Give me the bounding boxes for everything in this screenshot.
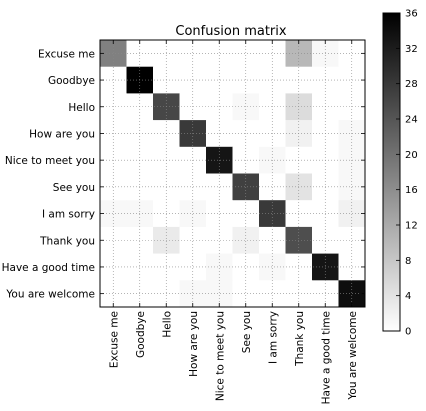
colorbar <box>382 12 401 332</box>
x-tick-labels: Excuse me Goodbye Hello How are you Nice to … <box>108 311 359 404</box>
heatmap-cell <box>179 226 207 254</box>
y-tick-label: You are welcome <box>5 289 95 301</box>
heatmap-cell <box>206 200 233 228</box>
grid-lines <box>100 40 365 307</box>
heatmap-cell <box>179 200 207 228</box>
colorbar-tick-label: 20 <box>405 150 418 161</box>
x-tick-label: Have a good time <box>320 311 332 404</box>
heatmap-cell <box>206 280 233 308</box>
x-tick-label: You are welcome <box>347 311 359 401</box>
x-tick-label: How are you <box>188 311 200 377</box>
heatmap-cell <box>179 280 207 308</box>
heatmap-cell <box>100 40 127 67</box>
plot-frame <box>99 39 366 308</box>
y-tick-label: Hello <box>68 102 95 114</box>
heatmap-cell <box>338 226 366 254</box>
x-tick-label: I am sorry <box>267 311 279 364</box>
heatmap-cell <box>232 253 260 281</box>
colorbar-ticks: 0 4 8 12 16 20 24 28 32 36 <box>396 9 418 338</box>
heatmap-cell <box>179 40 207 67</box>
heatmap-cell <box>338 280 366 308</box>
heatmap-cell <box>100 200 127 228</box>
y-tick-label: Thank you <box>39 235 95 247</box>
colorbar-tick-label: 24 <box>405 115 418 126</box>
heatmap-cell <box>232 280 260 308</box>
colorbar-tick-label: 4 <box>405 291 411 302</box>
y-tick-label: Goodbye <box>48 75 95 87</box>
x-tick-label: Hello <box>161 311 173 338</box>
heatmap-cell <box>338 253 366 281</box>
heatmap-cell <box>232 66 260 94</box>
heatmap-cell <box>206 226 233 254</box>
x-tick-label: Excuse me <box>108 311 120 368</box>
chart-title: Confusion matrix <box>175 24 286 39</box>
heatmap-cell <box>338 40 366 67</box>
colorbar-tick-label: 0 <box>405 327 411 338</box>
heatmap-cell <box>206 66 233 94</box>
y-tick-label: How are you <box>29 128 95 140</box>
heatmap-cell <box>100 66 127 94</box>
y-tick-label: See you <box>53 182 95 194</box>
y-tick-label: Excuse me <box>38 48 95 60</box>
heatmap-cell <box>259 253 286 281</box>
heatmap-cell <box>259 66 286 94</box>
heatmap-cell <box>338 66 366 94</box>
axis-ticks <box>100 40 365 307</box>
colorbar-tick-label: 28 <box>405 79 418 90</box>
y-tick-labels: Excuse me Goodbye Hello How are you Nice to … <box>2 48 95 300</box>
x-tick-label: Thank you <box>294 311 306 367</box>
heatmap-cell <box>232 40 260 67</box>
colorbar-tick-label: 16 <box>405 185 418 196</box>
colorbar-tick-label: 8 <box>405 256 411 267</box>
heatmap-cell <box>259 40 286 67</box>
heatmap-cell <box>100 253 127 281</box>
heatmap-cell <box>259 280 286 308</box>
x-tick-label: Nice to meet you <box>214 311 226 401</box>
heatmap-cell <box>259 226 286 254</box>
colorbar-tick-label: 12 <box>405 221 418 232</box>
heatmap-cell <box>179 253 207 281</box>
heatmap-cell <box>259 200 286 228</box>
heatmap-cell <box>206 253 233 281</box>
heatmap-cell <box>206 40 233 67</box>
heatmap-cell <box>179 66 207 94</box>
y-tick-label: Nice to meet you <box>5 155 95 167</box>
y-tick-label: I am sorry <box>42 209 95 221</box>
heatmap-cell <box>100 226 127 254</box>
heatmap-cell <box>338 200 366 228</box>
colorbar-tick-label: 32 <box>405 44 418 55</box>
heatmap-cell <box>100 280 127 308</box>
x-tick-label: Goodbye <box>135 311 147 358</box>
y-tick-label: Have a good time <box>2 262 95 274</box>
colorbar-tick-label: 36 <box>405 9 418 20</box>
x-tick-label: See you <box>241 311 253 353</box>
heatmap-cell <box>232 226 260 254</box>
heatmap-cell <box>232 200 260 228</box>
